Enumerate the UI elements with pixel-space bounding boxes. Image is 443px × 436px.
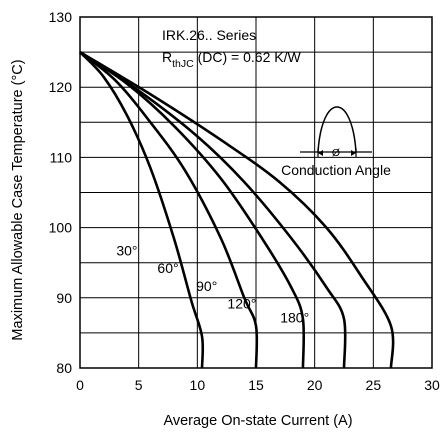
curve-90deg	[79, 51, 306, 369]
y-axis-ticks: 80 90 100 110 120 130	[49, 9, 73, 376]
y-tick-label: 110	[50, 149, 73, 165]
y-axis-label: Maximum Allowable Case Temperature (°C)	[10, 59, 26, 340]
inset-sine-pulse	[317, 106, 357, 153]
y-tick-label: 80	[56, 360, 72, 376]
inset-label: Conduction Angle	[281, 162, 391, 178]
x-tick-label: 0	[76, 377, 84, 393]
curves	[79, 50, 395, 369]
x-tick-label: 20	[307, 377, 323, 393]
x-tick-label: 25	[366, 377, 382, 393]
rth-subscript: thJC	[172, 58, 194, 70]
curve-label-90deg: 90°	[196, 278, 217, 294]
curve-label-180deg: 180°	[280, 309, 309, 325]
x-axis-label: Average On-state Current (A)	[163, 413, 352, 429]
thermal-resistance-label: RthJC (DC) = 0.62 K/W	[162, 49, 301, 70]
curve-30deg	[79, 51, 205, 369]
curve-120deg	[79, 51, 347, 369]
x-tick-label: 30	[424, 377, 440, 393]
y-tick-label: 120	[49, 79, 73, 95]
curve-60deg	[79, 51, 259, 369]
inset-symbol: Ø	[332, 147, 340, 159]
x-tick-label: 10	[190, 377, 206, 393]
x-tick-label: 15	[248, 377, 264, 393]
x-tick-label: 5	[135, 377, 143, 393]
curve-label-60deg: 60°	[157, 260, 178, 276]
series-title: IRK.26.. Series	[162, 27, 256, 43]
grid	[80, 17, 432, 368]
conduction-angle-inset: Ø Conduction Angle	[281, 106, 391, 178]
rth-rest: (DC) = 0.62 K/W	[194, 49, 302, 65]
y-tick-label: 100	[49, 220, 73, 236]
curve-labels: 30° 60° 90° 120° 180°	[116, 243, 309, 326]
inset-arrow-left	[318, 150, 323, 156]
y-tick-label: 130	[49, 9, 73, 25]
rth-main: R	[162, 49, 172, 65]
inset-arrow-right	[351, 150, 356, 156]
x-axis-ticks: 0 5 10 15 20 25 30	[76, 377, 440, 393]
y-tick-label: 90	[56, 290, 72, 306]
curve-180deg	[79, 50, 395, 369]
curve-label-30deg: 30°	[116, 243, 137, 259]
curve-label-120deg: 120°	[227, 295, 256, 311]
